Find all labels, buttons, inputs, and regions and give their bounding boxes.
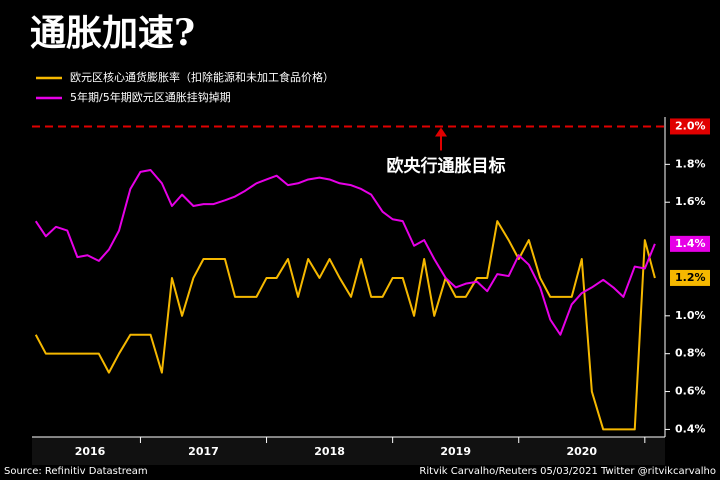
chart-title: 通胀加速?: [30, 12, 195, 54]
y-tick-label: 0.6%: [675, 385, 706, 398]
y-tick-label: 0.4%: [675, 422, 706, 435]
x-tick-label: 2018: [314, 445, 345, 458]
x-tick-label: 2019: [440, 445, 471, 458]
end-label-box: [670, 269, 710, 286]
end-label: 1.4%: [675, 237, 706, 250]
y-tick-label: 1.6%: [675, 195, 706, 208]
y-tick-label: 1.0%: [675, 309, 706, 322]
credit: Ritvik Carvalho/Reuters 05/03/2021 Twitt…: [419, 466, 716, 477]
series-line: [34, 220, 656, 431]
legend-label: 5年期/5年期欧元区通胀挂钩掉期: [70, 90, 231, 104]
y-tick-label: 0.8%: [675, 347, 706, 360]
x-tick-label: 2020: [566, 445, 597, 458]
end-label-box: [670, 235, 710, 252]
x-tick-label: 2017: [188, 445, 219, 458]
series-line: [34, 169, 656, 336]
source: Source: Refinitiv Datastream: [4, 466, 148, 477]
y-tick-label: 1.8%: [675, 157, 706, 170]
target-label-box: [670, 118, 710, 135]
target-label: 2.0%: [675, 119, 706, 132]
x-axis-band: [32, 437, 665, 465]
legend-label: 欧元区核心通货膨胀率（扣除能源和未加工食品价格）: [70, 70, 334, 84]
target-arrowhead: [435, 127, 447, 137]
x-tick-label: 2016: [75, 445, 106, 458]
target-annotation: 欧央行通胀目标: [387, 155, 506, 176]
end-label: 1.2%: [675, 271, 706, 284]
